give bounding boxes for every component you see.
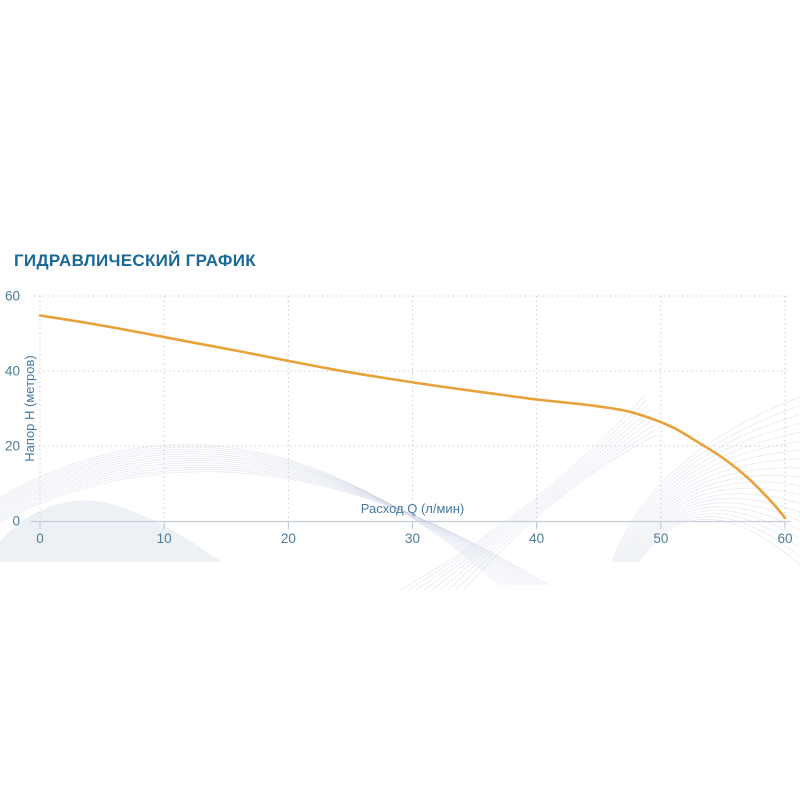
- gridlines: [34, 295, 788, 519]
- x-tick-label: 30: [405, 531, 420, 546]
- background-pattern: [0, 394, 800, 591]
- x-tick-label: 20: [281, 531, 296, 546]
- chart-title: ГИДРАВЛИЧЕСКИЙ ГРАФИК: [14, 251, 256, 270]
- y-tick-label: 20: [5, 439, 20, 454]
- x-tick-label: 10: [157, 531, 172, 546]
- pump-curve: [38, 314, 787, 520]
- x-tick-label: 40: [529, 531, 544, 546]
- x-axis-title: Расход Q (л/мин): [361, 501, 464, 516]
- y-axis-title: Напор H (метров): [22, 355, 37, 461]
- y-tick-label: 60: [5, 289, 20, 304]
- x-axis: [31, 520, 791, 529]
- y-tick-label: 40: [5, 364, 20, 379]
- x-tick-label: 60: [777, 531, 792, 546]
- x-tick-label: 50: [653, 531, 668, 546]
- y-tick-label: 0: [12, 514, 20, 529]
- axis-labels: 0 10 20 30 40 50 60 0 20 40 60 Расход Q (л/мин) Напо…: [5, 289, 793, 547]
- x-tick-label: 0: [36, 531, 44, 546]
